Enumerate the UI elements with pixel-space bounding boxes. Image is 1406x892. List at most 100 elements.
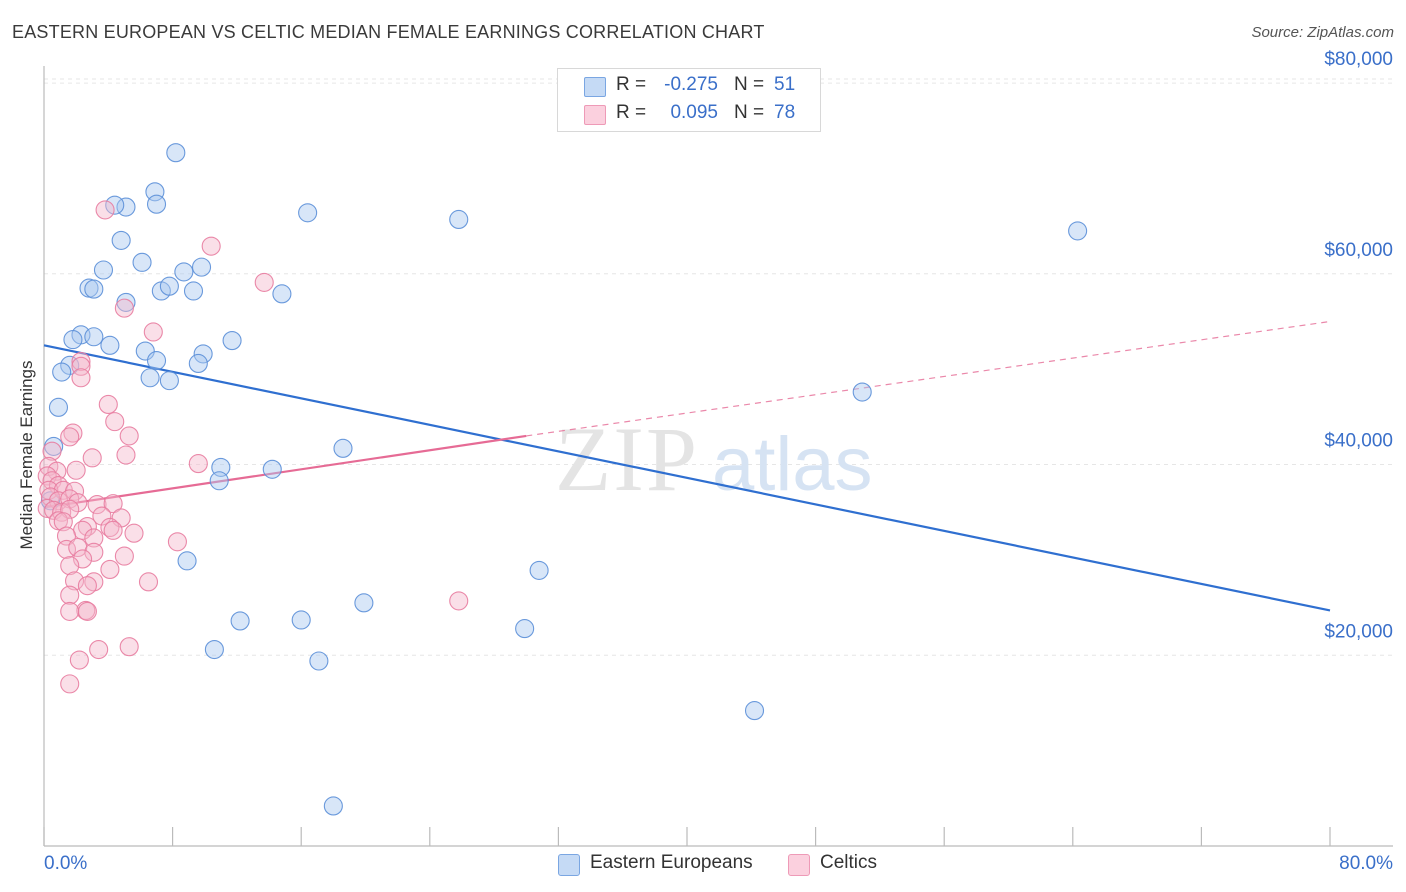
celtic-point	[76, 600, 96, 620]
celtic-point	[95, 200, 115, 220]
r-label: R =	[616, 74, 647, 95]
legend-label: Eastern Europeans	[590, 852, 753, 873]
eastern-european-point	[159, 276, 179, 296]
source-label: Source: ZipAtlas.com	[1251, 24, 1394, 41]
celtic-point	[254, 272, 274, 292]
eastern-european-point	[449, 209, 469, 229]
y-tick-label: $40,000	[1324, 431, 1393, 452]
eastern-european-point	[222, 331, 242, 351]
x-tick-label: 80.0%	[1339, 853, 1393, 874]
correlation-legend: R = -0.275 N = 51 R = 0.095 N = 78	[557, 68, 821, 132]
celtic-point	[60, 601, 80, 621]
eastern-european-point	[159, 371, 179, 391]
watermark-zip: ZIP	[555, 408, 699, 510]
eastern-european-point	[291, 610, 311, 630]
eastern-european-point	[100, 335, 120, 355]
legend-swatch	[584, 77, 606, 97]
celtic-point	[98, 394, 118, 415]
celtic-point	[63, 423, 83, 443]
eastern-european-point	[84, 279, 104, 299]
eastern-european-point	[135, 341, 155, 361]
celtic-point	[103, 520, 123, 540]
celtic-point	[42, 441, 62, 461]
y-tick-label: $80,000	[1324, 49, 1393, 70]
n-value: 51	[774, 74, 796, 95]
r-label: R =	[616, 102, 647, 123]
celtic-point	[68, 493, 88, 513]
watermark-atlas: atlas	[712, 422, 873, 507]
gridlines	[44, 78, 1393, 656]
celtic-point	[77, 576, 97, 596]
eastern-european-point	[272, 284, 292, 304]
eastern-european-point	[105, 195, 125, 215]
celtic-point	[89, 639, 109, 660]
celtic-point	[167, 532, 187, 552]
tick-labels: $20,000 $40,000 $60,000 $80,000 0.0% 80.0%	[44, 49, 1393, 874]
celtic-point	[53, 512, 73, 532]
eastern-european-point	[93, 260, 114, 280]
legend-swatch	[788, 854, 810, 876]
legend-swatch	[584, 105, 606, 125]
eastern-european-point	[146, 194, 167, 214]
legend-swatch	[558, 854, 580, 876]
celtic-point	[71, 356, 91, 376]
celtic-point	[56, 526, 77, 546]
eastern-european-point	[191, 257, 212, 277]
eastern-european-point	[529, 560, 549, 580]
eastern-european-point	[852, 382, 872, 402]
celtic-point	[60, 499, 80, 519]
celtic-point	[84, 528, 104, 548]
eastern-european-point	[111, 230, 131, 250]
celtic-point	[66, 460, 86, 480]
eastern-european-point	[515, 619, 535, 639]
celtic-point	[105, 412, 125, 432]
watermark: ZIP atlas	[555, 408, 873, 510]
celtic-point	[138, 572, 159, 592]
eastern-european-point	[209, 471, 229, 491]
eastern-european-point	[1068, 221, 1088, 241]
eastern-european-point	[177, 551, 197, 571]
eastern-european-point	[193, 344, 213, 364]
data-points	[37, 143, 1088, 816]
celtic-point	[84, 542, 104, 562]
celtic-point	[71, 351, 91, 372]
eastern-european-point	[146, 351, 167, 371]
eastern-european-point	[48, 397, 69, 417]
celtic-point	[60, 585, 80, 605]
celtic-point	[449, 591, 469, 611]
celtic-point	[92, 506, 112, 526]
celtic-point	[77, 601, 97, 621]
eastern-european-point	[262, 459, 282, 479]
x-tick-label: 0.0%	[44, 853, 87, 874]
celtic-point	[114, 298, 134, 318]
celtic-point	[64, 571, 85, 591]
eastern-european-point	[183, 281, 204, 301]
celtic-point	[47, 461, 67, 481]
celtic-point	[201, 236, 221, 256]
celtic-point	[71, 368, 91, 388]
legend-label: Celtics	[820, 852, 878, 873]
eastern-european-point	[204, 639, 224, 660]
eastern-european-point	[230, 611, 250, 631]
eastern-european-point	[132, 252, 152, 272]
celtic-point	[60, 556, 80, 576]
r-value: -0.275	[664, 74, 718, 95]
eastern-european-point	[84, 327, 104, 347]
eastern-european-point	[166, 143, 186, 163]
celtic-point	[119, 637, 139, 657]
celtic-point	[188, 454, 208, 474]
eastern-european-point	[145, 182, 165, 202]
celtic-point	[114, 546, 134, 566]
celtic-point	[100, 559, 120, 579]
chart-title: EASTERN EUROPEAN VS CELTIC MEDIAN FEMALE…	[12, 22, 765, 42]
celtic-point	[119, 426, 139, 446]
r-value: 0.095	[670, 102, 718, 123]
eastern-european-point	[174, 262, 194, 282]
y-tick-label: $60,000	[1324, 240, 1393, 261]
celtic-point	[60, 674, 80, 694]
eastern-european-point	[323, 796, 343, 816]
eastern-european-point	[298, 203, 318, 223]
n-label: N =	[734, 102, 765, 123]
celtic-point	[116, 445, 136, 465]
celtic-point	[124, 523, 144, 543]
